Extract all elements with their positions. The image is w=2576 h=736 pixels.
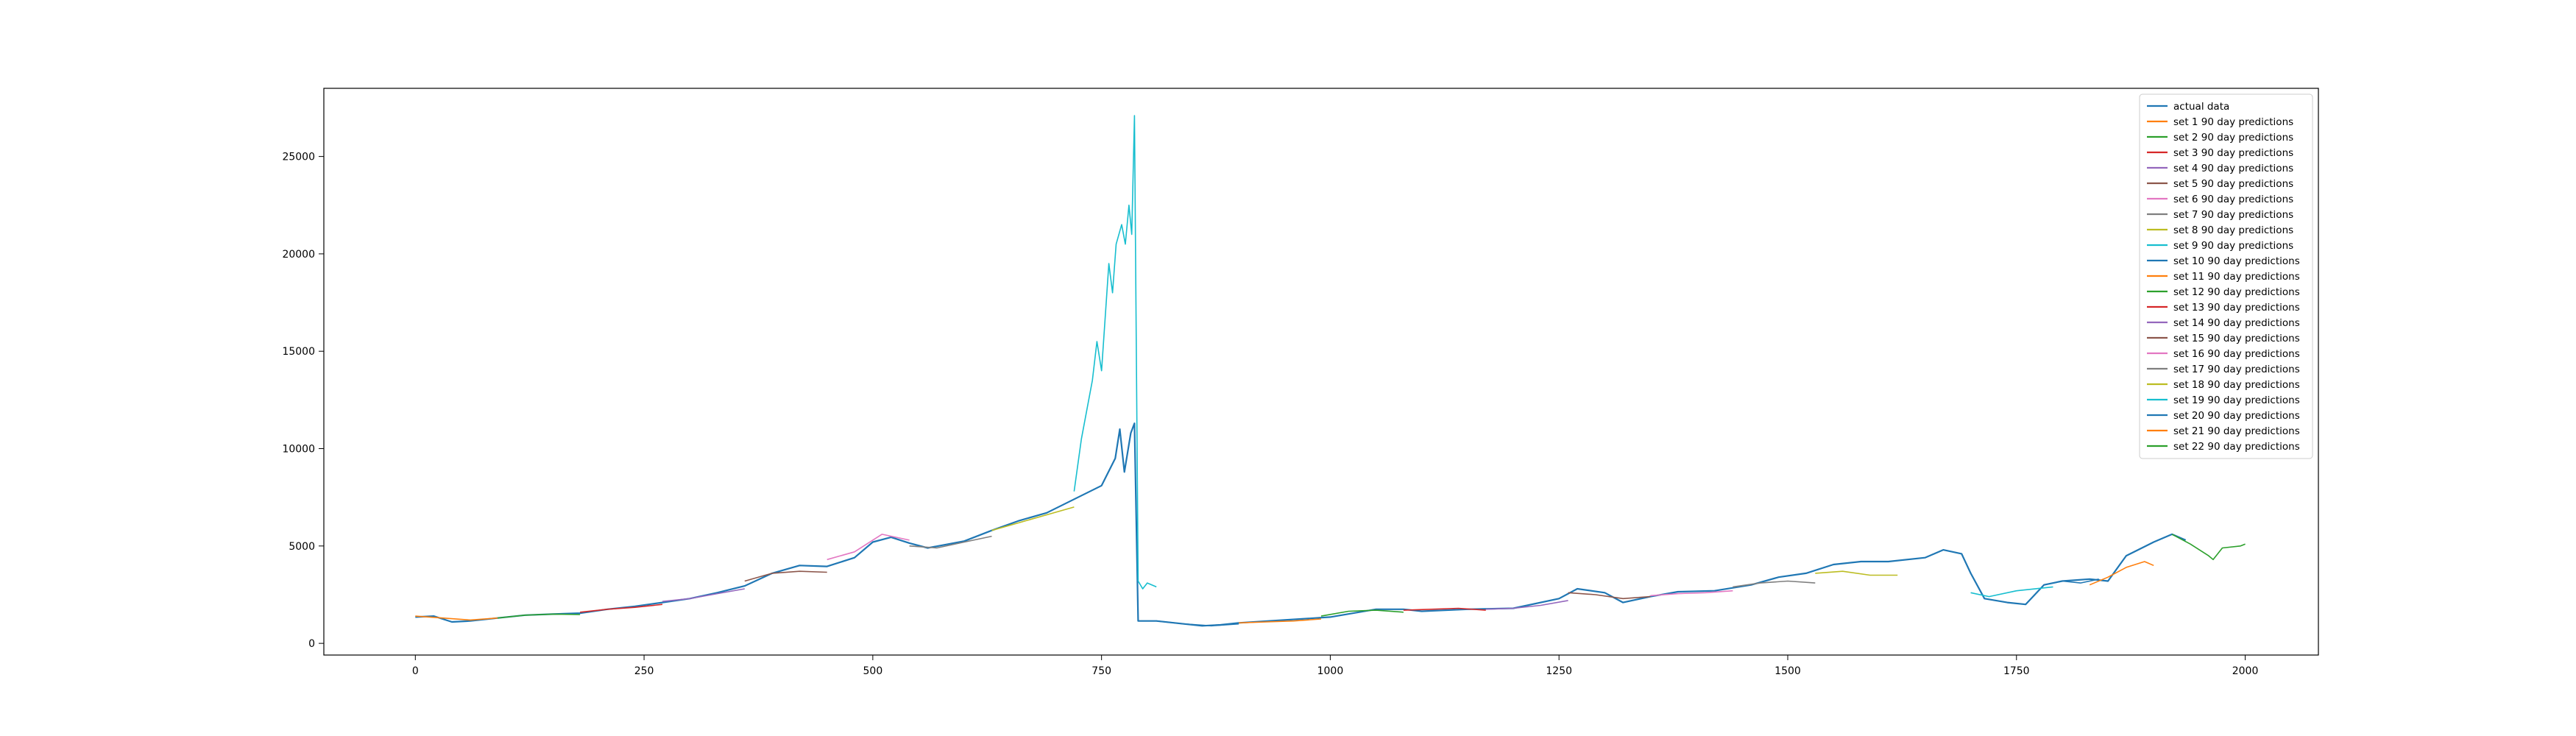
series-line-13 <box>1403 607 1486 611</box>
series-line-20 <box>2043 578 2099 586</box>
series-line-19 <box>1970 586 2053 598</box>
y-tick-label: 25000 <box>282 152 315 163</box>
series-line-18 <box>1815 570 1898 576</box>
legend-label: set 6 90 day predictions <box>2173 194 2293 205</box>
legend-label: set 16 90 day predictions <box>2173 348 2300 360</box>
legend-box <box>2139 93 2313 459</box>
series-line-21 <box>2089 561 2154 586</box>
y-tick-label: 0 <box>308 638 315 650</box>
legend-label: set 10 90 day predictions <box>2173 255 2300 267</box>
legend-label: set 17 90 day predictions <box>2173 364 2300 375</box>
legend-label: set 11 90 day predictions <box>2173 271 2300 283</box>
legend-label: set 18 90 day predictions <box>2173 379 2300 391</box>
series-line-16 <box>1650 590 1733 597</box>
legend-label: set 2 90 day predictions <box>2173 132 2293 144</box>
x-tick-label: 250 <box>634 665 654 677</box>
axes-frame <box>323 88 2319 656</box>
x-tick-label: 500 <box>863 665 883 677</box>
legend-label: set 4 90 day predictions <box>2173 163 2293 174</box>
y-tick-label: 20000 <box>282 249 315 261</box>
x-tick-label: 750 <box>1091 665 1111 677</box>
x-tick-label: 2000 <box>2232 665 2259 677</box>
series-line-4 <box>662 588 745 602</box>
series-line-22 <box>2171 534 2246 561</box>
series-line-12 <box>1320 609 1404 617</box>
legend-label: set 20 90 day predictions <box>2173 410 2300 422</box>
series-line-0 <box>415 422 2187 627</box>
legend-label: set 1 90 day predictions <box>2173 116 2293 128</box>
legend-label: set 22 90 day predictions <box>2173 441 2300 453</box>
legend-label: set 9 90 day predictions <box>2173 240 2293 252</box>
legend-label: set 19 90 day predictions <box>2173 394 2300 406</box>
series-line-5 <box>744 570 827 582</box>
legend-label: actual data <box>2173 101 2229 113</box>
plot-lines <box>415 115 2246 627</box>
legend: actual data set 1 90 day predictions set 2… <box>2139 93 2313 459</box>
series-line-7 <box>909 535 992 549</box>
legend-label: set 8 90 day predictions <box>2173 224 2293 236</box>
series-line-3 <box>580 604 663 613</box>
x-tick-label: 0 <box>412 665 419 677</box>
legend-label: set 21 90 day predictions <box>2173 425 2300 437</box>
series-line-9 <box>1073 115 1157 590</box>
series-line-6 <box>827 534 910 561</box>
x-tick-label: 1750 <box>2003 665 2030 677</box>
legend-label: set 12 90 day predictions <box>2173 286 2300 298</box>
series-line-11 <box>1239 618 1322 624</box>
legend-label: set 3 90 day predictions <box>2173 147 2293 159</box>
x-tick-label: 1500 <box>1774 665 1801 677</box>
y-tick-label: 10000 <box>282 444 315 456</box>
legend-label: set 7 90 day predictions <box>2173 209 2293 221</box>
y-axis: 0 5000 10000 15000 20000 25000 <box>282 152 324 650</box>
x-tick-label: 1250 <box>1546 665 1572 677</box>
series-line-10 <box>1156 620 1239 627</box>
series-line-8 <box>991 506 1075 531</box>
series-line-15 <box>1568 592 1651 600</box>
y-tick-label: 5000 <box>289 541 315 553</box>
legend-label: set 15 90 day predictions <box>2173 333 2300 344</box>
x-tick-label: 1000 <box>1317 665 1344 677</box>
series-line-17 <box>1733 580 1816 588</box>
series-line-1 <box>415 615 498 621</box>
legend-label: set 14 90 day predictions <box>2173 317 2300 329</box>
x-axis: 0 250 500 750 1000 1250 1500 1750 2000 <box>412 655 2259 677</box>
series-line-14 <box>1485 600 1568 610</box>
series-line-2 <box>498 613 581 619</box>
legend-label: set 13 90 day predictions <box>2173 302 2300 314</box>
legend-label: set 5 90 day predictions <box>2173 178 2293 190</box>
y-tick-label: 15000 <box>282 346 315 358</box>
